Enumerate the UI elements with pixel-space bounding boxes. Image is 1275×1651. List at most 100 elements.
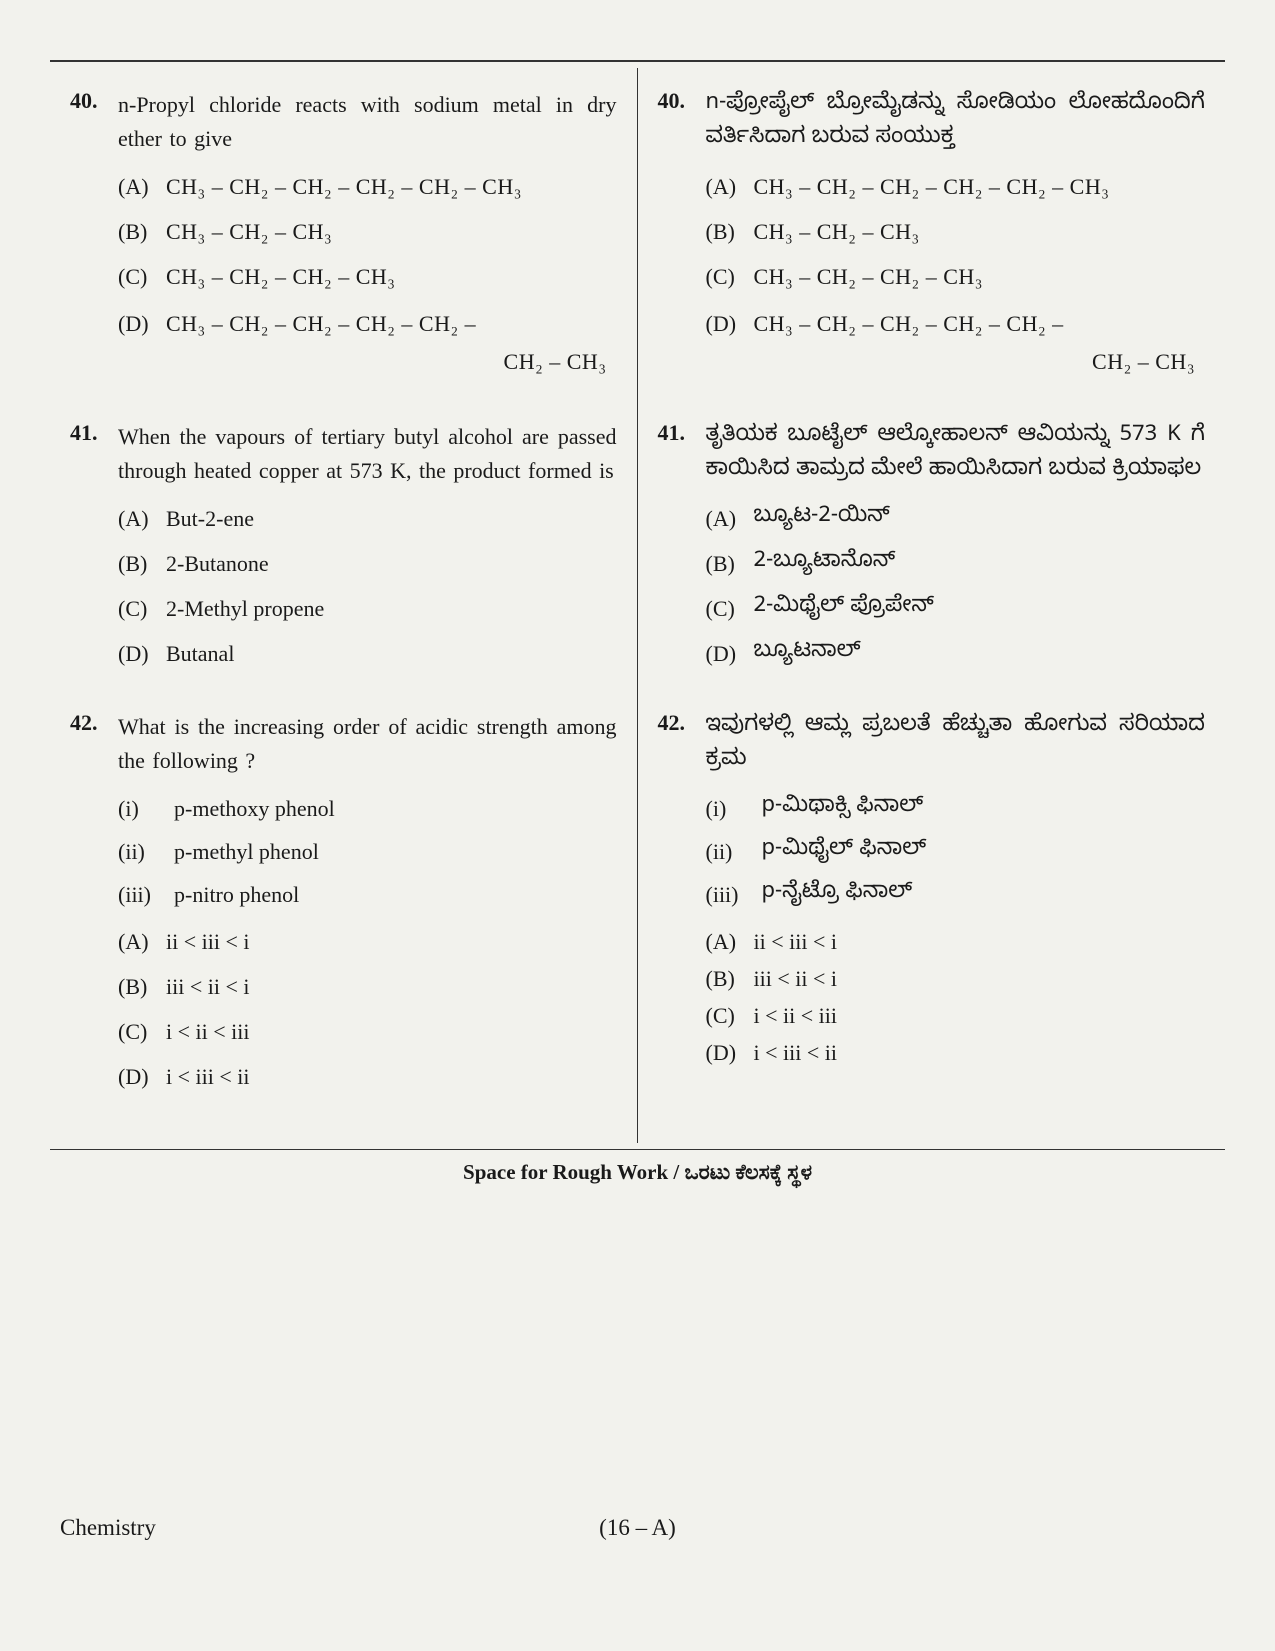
items-list: (i)p-ಮಿಥಾಕ್ಸಿ ಫಿನಾಲ್ (ii)p-ಮಿಥೈಲ್ ಫಿನಾಲ್… bbox=[706, 792, 1206, 911]
option-C: (C)2-Methyl propene bbox=[118, 592, 617, 625]
option-A: (A)ii < iii < i bbox=[706, 925, 1206, 958]
option-text: ಬ್ಯೂಟ-2-ಯಿನ್ bbox=[754, 502, 1206, 535]
option-text: CH₃ – CH₂ – CH₃ bbox=[166, 215, 617, 248]
question-40-en: 40. n-Propyl chloride reacts with sodium… bbox=[70, 88, 617, 392]
option-D: (D)i < iii < ii bbox=[118, 1060, 617, 1093]
question-stem: n-ಪ್ರೋಪೈಲ್ ಬ್ರೋಮೈಡನ್ನು ಸೋಡಿಯಂ ಲೋಹದೊಂದಿಗೆ… bbox=[706, 88, 1206, 156]
option-A: (A)ii < iii < i bbox=[118, 925, 617, 958]
option-label: (B) bbox=[118, 970, 166, 1003]
question-stem: n-Propyl chloride reacts with sodium met… bbox=[118, 88, 617, 156]
option-D: (D) CH₃ – CH₂ – CH₂ – CH₂ – CH₂ – CH₂ – … bbox=[118, 305, 617, 380]
item-text: p-ನೈಟ್ರೊ ಫಿನಾಲ್ bbox=[762, 878, 913, 911]
option-B: (B) CH₃ – CH₂ – CH₃ bbox=[118, 215, 617, 248]
option-text: 2-ಬ್ಯೂಟಾನೊನ್ bbox=[754, 547, 1206, 580]
option-B: (B)iii < ii < i bbox=[118, 970, 617, 1003]
option-text: CH₃ – CH₂ – CH₂ – CH₃ bbox=[754, 260, 1206, 293]
option-C: (C) CH₃ – CH₂ – CH₂ – CH₃ bbox=[118, 260, 617, 293]
option-D: (D)i < iii < ii bbox=[706, 1036, 1206, 1069]
option-label: (B) bbox=[706, 547, 754, 580]
option-A: (A)ಬ್ಯೂಟ-2-ಯಿನ್ bbox=[706, 502, 1206, 535]
option-A: (A) CH₃ – CH₂ – CH₂ – CH₂ – CH₂ – CH₃ bbox=[118, 170, 617, 203]
options: (A)ii < iii < i (B)iii < ii < i (C)i < i… bbox=[118, 925, 617, 1093]
question-number: 41. bbox=[70, 420, 118, 446]
question-body: ಇವುಗಳಲ್ಲಿ ಆಮ್ಲ ಪ್ರಬಲತೆ ಹೆಚ್ಚುತಾ ಹೋಗುವ ಸರ… bbox=[706, 710, 1206, 1073]
option-label: (B) bbox=[706, 215, 754, 248]
option-text: iii < ii < i bbox=[754, 962, 1206, 995]
option-A: (A)But-2-ene bbox=[118, 502, 617, 535]
item-text: p-ಮಿಥೈಲ್ ಫಿನಾಲ್ bbox=[762, 835, 927, 868]
page-footer: Chemistry (16 – A) bbox=[60, 1515, 1215, 1541]
question-number: 40. bbox=[70, 88, 118, 114]
question-body: n-ಪ್ರೋಪೈಲ್ ಬ್ರೋಮೈಡನ್ನು ಸೋಡಿಯಂ ಲೋಹದೊಂದಿಗೆ… bbox=[706, 88, 1206, 392]
option-label: (B) bbox=[118, 215, 166, 248]
options: (A)CH₃ – CH₂ – CH₂ – CH₂ – CH₂ – CH₃ (B)… bbox=[706, 170, 1206, 380]
item-ii: (ii)p-methyl phenol bbox=[118, 835, 617, 868]
option-B: (B)iii < ii < i bbox=[706, 962, 1206, 995]
option-D: (D)ಬ್ಯೂಟನಾಲ್ bbox=[706, 637, 1206, 670]
question-number: 41. bbox=[658, 420, 706, 446]
option-text: But-2-ene bbox=[166, 502, 617, 535]
option-label: (D) bbox=[706, 637, 754, 670]
option-label: (D) bbox=[118, 637, 166, 670]
top-rule bbox=[50, 60, 1225, 62]
option-text: ii < iii < i bbox=[754, 925, 1206, 958]
option-label: (C) bbox=[706, 999, 754, 1032]
option-text: CH₃ – CH₂ – CH₂ – CH₂ – CH₂ – CH₂ – CH₃ bbox=[754, 305, 1206, 380]
options: (A)ii < iii < i (B)iii < ii < i (C)i < i… bbox=[706, 925, 1206, 1069]
question-41-en: 41. When the vapours of tertiary butyl a… bbox=[70, 420, 617, 682]
option-text: CH₃ – CH₂ – CH₂ – CH₃ bbox=[166, 260, 617, 293]
option-text: CH₃ – CH₂ – CH₂ – CH₂ – CH₂ – CH₃ bbox=[166, 170, 617, 203]
option-D: (D)Butanal bbox=[118, 637, 617, 670]
question-stem: What is the increasing order of acidic s… bbox=[118, 710, 617, 778]
option-text-line1: CH₃ – CH₂ – CH₂ – CH₂ – CH₂ – bbox=[754, 311, 1064, 336]
option-text: 2-Methyl propene bbox=[166, 592, 617, 625]
option-text: ಬ್ಯೂಟನಾಲ್ bbox=[754, 637, 1206, 670]
option-text: 2-ಮಿಥೈಲ್ ಪ್ರೊಪೇನ್ bbox=[754, 592, 1206, 625]
option-text: i < iii < ii bbox=[754, 1036, 1206, 1069]
option-text-line2: CH₂ – CH₃ bbox=[166, 343, 617, 380]
item-label: (ii) bbox=[706, 835, 762, 868]
option-text: ii < iii < i bbox=[166, 925, 617, 958]
option-C: (C)i < ii < iii bbox=[706, 999, 1206, 1032]
question-body: ತೃತಿಯಕ ಬೂಟೈಲ್ ಆಲ್ಕೋಹಾಲನ್ ಆವಿಯನ್ನು 573 K … bbox=[706, 420, 1206, 682]
question-body: n-Propyl chloride reacts with sodium met… bbox=[118, 88, 617, 392]
item-label: (ii) bbox=[118, 835, 174, 868]
option-label: (B) bbox=[118, 547, 166, 580]
item-label: (i) bbox=[118, 792, 174, 825]
item-iii: (iii)p-ನೈಟ್ರೊ ಫಿನಾಲ್ bbox=[706, 878, 1206, 911]
question-body: When the vapours of tertiary butyl alcoh… bbox=[118, 420, 617, 682]
question-number: 42. bbox=[70, 710, 118, 736]
option-label: (D) bbox=[118, 1060, 166, 1093]
option-label: (D) bbox=[706, 305, 754, 342]
option-text: 2-Butanone bbox=[166, 547, 617, 580]
option-label: (A) bbox=[118, 170, 166, 203]
option-label: (C) bbox=[706, 592, 754, 625]
option-A: (A)CH₃ – CH₂ – CH₂ – CH₂ – CH₂ – CH₃ bbox=[706, 170, 1206, 203]
question-body: What is the increasing order of acidic s… bbox=[118, 710, 617, 1105]
item-text: p-methoxy phenol bbox=[174, 792, 335, 825]
items-list: (i)p-methoxy phenol (ii)p-methyl phenol … bbox=[118, 792, 617, 911]
question-number: 40. bbox=[658, 88, 706, 114]
options: (A) CH₃ – CH₂ – CH₂ – CH₂ – CH₂ – CH₃ (B… bbox=[118, 170, 617, 380]
question-number: 42. bbox=[658, 710, 706, 736]
item-text: p-methyl phenol bbox=[174, 835, 319, 868]
question-41-kn: 41. ತೃತಿಯಕ ಬೂಟೈಲ್ ಆಲ್ಕೋಹಾಲನ್ ಆವಿಯನ್ನು 57… bbox=[658, 420, 1206, 682]
footer-subject: Chemistry bbox=[60, 1515, 156, 1541]
option-text: i < ii < iii bbox=[166, 1015, 617, 1048]
option-text: i < iii < ii bbox=[166, 1060, 617, 1093]
option-text: iii < ii < i bbox=[166, 970, 617, 1003]
item-label: (i) bbox=[706, 792, 762, 825]
right-column: 40. n-ಪ್ರೋಪೈಲ್ ಬ್ರೋಮೈಡನ್ನು ಸೋಡಿಯಂ ಲೋಹದೊಂ… bbox=[638, 68, 1226, 1143]
question-42-kn: 42. ಇವುಗಳಲ್ಲಿ ಆಮ್ಲ ಪ್ರಬಲತೆ ಹೆಚ್ಚುತಾ ಹೋಗು… bbox=[658, 710, 1206, 1073]
option-text-line1: CH₃ – CH₂ – CH₂ – CH₂ – CH₂ – bbox=[166, 311, 476, 336]
option-label: (B) bbox=[706, 962, 754, 995]
question-42-en: 42. What is the increasing order of acid… bbox=[70, 710, 617, 1105]
item-i: (i)p-methoxy phenol bbox=[118, 792, 617, 825]
exam-page: 40. n-Propyl chloride reacts with sodium… bbox=[50, 60, 1225, 1591]
option-B: (B)2-Butanone bbox=[118, 547, 617, 580]
option-text: CH₃ – CH₂ – CH₂ – CH₂ – CH₂ – CH₃ bbox=[754, 170, 1206, 203]
option-text: Butanal bbox=[166, 637, 617, 670]
option-text: i < ii < iii bbox=[754, 999, 1206, 1032]
option-B: (B)CH₃ – CH₂ – CH₃ bbox=[706, 215, 1206, 248]
option-label: (A) bbox=[706, 925, 754, 958]
